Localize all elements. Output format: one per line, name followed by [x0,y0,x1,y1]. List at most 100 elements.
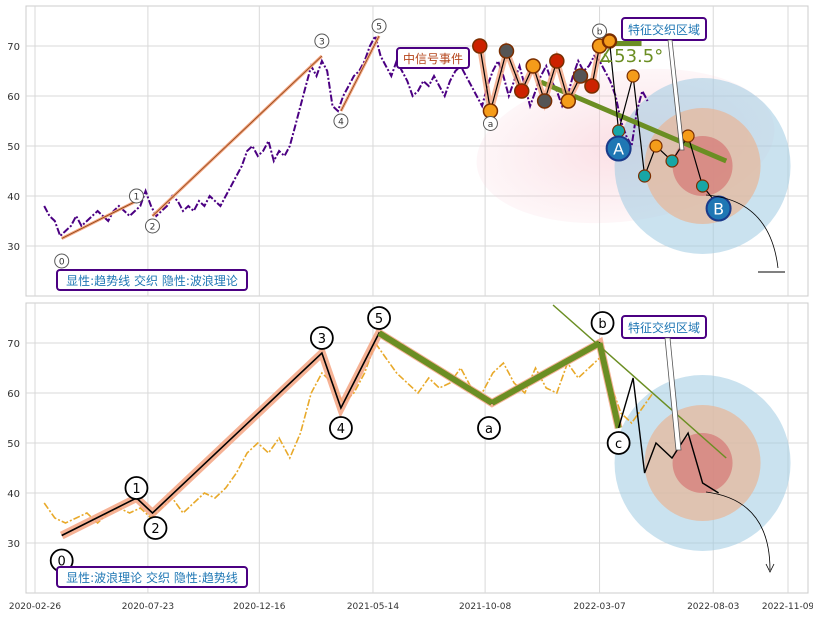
wave-label-circle [144,218,160,234]
event-marker [649,139,663,153]
price-series-line [43,33,649,238]
green-trend-seg [596,342,622,429]
y-tick-label: 70 [7,42,20,53]
wave-label-text: 1 [134,193,140,203]
event-marker [695,179,710,193]
zone-inner-circle [672,433,733,493]
wave-label-circle [314,33,330,49]
event-marker [612,124,626,138]
zone-label-box [621,315,707,339]
wave-label-circle [128,188,144,204]
event-marker [472,38,488,54]
wave-label-circle [477,416,501,440]
y-tick-label: 30 [7,539,20,550]
zone-label-box [621,17,707,41]
big-point-label: A [613,140,624,159]
wave-label-circle [309,326,334,350]
wave-label-text: 2 [150,223,156,233]
wave-label-circle [371,18,387,34]
wave-label-circle [592,23,608,39]
event-marker [498,43,515,59]
event-marker [665,154,679,168]
wave-label-circle [54,253,70,269]
wave-label-text: a [488,120,494,130]
event-marker [637,169,652,183]
y-tick-label: 50 [7,439,20,450]
event-marker [513,83,530,99]
x-tick-label: 2021-05-14 [347,602,400,612]
decline-path [617,377,719,494]
wave-label-text: 3 [318,332,326,347]
y-tick-label: 40 [7,192,20,203]
big-point-label: B [713,200,724,219]
event-marker [681,129,695,143]
wave-label-circle [143,516,168,540]
zone-pointer [667,39,685,151]
x-tick-label: 2021-10-08 [459,602,512,612]
wave-label-circle [124,476,149,500]
x-tick-label: 2020-07-23 [122,602,174,612]
wave-label-text: 1 [132,482,140,497]
wave-label-text: 4 [337,422,345,437]
wave-label-text: 3 [319,38,325,48]
green-trend-thin [552,304,727,459]
wave-label-circle [482,116,498,131]
y-tick-label: 50 [7,142,20,153]
trend-line [152,55,323,217]
wave-label-text: c [615,437,622,452]
wave-label-text: 4 [338,118,344,128]
x-tick-label: 2022-08-03 [687,602,739,612]
event-marker [482,103,499,119]
wave-label-text: 0 [58,555,66,570]
zone-inner-circle [672,136,733,196]
y-tick-label: 40 [7,489,20,500]
y-tick-label: 60 [7,389,20,400]
event-marker [536,93,553,109]
wave-label-text: 5 [375,312,383,327]
signal-label: 中信号事件 [403,51,463,66]
wave-label-text: 0 [59,258,65,268]
x-tick-label: 2020-02-26 [9,602,62,612]
event-marker [602,34,617,48]
angle-label: ∡53.5° [598,46,663,67]
corner-label: 显性:趋势线 交织 隐性:波浪理论 [66,273,238,288]
zone-pointer [664,337,682,451]
x-tick-label: 2020-12-16 [233,602,286,612]
curve-arrow [705,491,771,571]
event-marker [560,93,577,109]
wave-label-circle [333,113,349,129]
wave-label-circle [367,306,391,330]
event-marker [626,69,640,83]
zone-label: 特征交织区域 [628,22,700,37]
curve-arrow [705,194,779,269]
wave-label-circle [606,431,631,455]
y-tick-label: 30 [7,242,20,253]
wave-label-text: 2 [151,522,159,537]
y-tick-label: 60 [7,92,20,103]
green-trend-seg [377,330,494,406]
y-tick-label: 70 [7,339,20,350]
trend-line [340,35,380,112]
corner-label: 显性:波浪理论 交织 隐性:趋势线 [66,570,238,585]
curve-arrow-head [765,563,775,573]
trend-line [61,200,137,239]
green-trend-seg [490,340,602,406]
wave-label-circle [329,416,353,440]
zone-label: 特征交织区域 [628,320,700,335]
wave-label-text: 5 [376,23,382,33]
event-marker [549,53,565,69]
wave-label-text: a [485,422,493,437]
event-marker [572,68,589,84]
big-point-marker [605,135,632,162]
corner-label-box [56,566,248,588]
event-marker [584,78,600,94]
signal-label-box [396,47,470,69]
event-marker [525,58,541,74]
x-tick-label: 2022-11-09 [762,602,813,612]
wave-label-circle [590,311,615,335]
x-tick-label: 2022-03-07 [573,602,625,612]
wave-label-text: b [597,28,603,38]
